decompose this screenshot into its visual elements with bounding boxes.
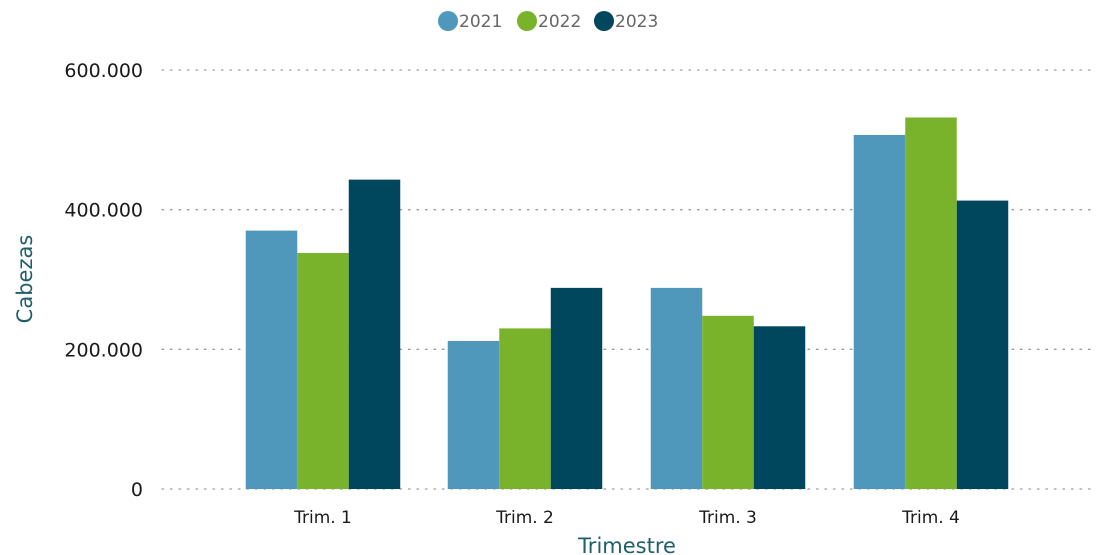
legend-marker-2022 <box>517 11 537 31</box>
x-tick-label: Trim. 1 <box>293 508 352 528</box>
y-axis-title: Cabezas <box>13 235 37 324</box>
x-tick-label: Trim. 3 <box>698 508 757 528</box>
bar-2021-4 <box>853 134 906 489</box>
bar-2023-1 <box>348 179 401 489</box>
legend-label: 2023 <box>615 12 658 32</box>
legend-label: 2022 <box>538 12 581 32</box>
y-axis-ticks: 0 200.000 400.000 600.000 <box>64 60 143 501</box>
bar-2021-1 <box>245 230 298 489</box>
bar-2022-1 <box>297 252 349 489</box>
bar-2022-3 <box>702 315 754 489</box>
bars <box>245 117 1009 490</box>
x-tick-label: Trim. 2 <box>495 508 554 528</box>
y-tick-label: 0 <box>131 479 143 501</box>
x-axis-title: Trimestre <box>577 534 676 555</box>
bar-2021-2 <box>447 340 500 489</box>
legend-marker-2023 <box>594 11 614 31</box>
bar-2022-2 <box>499 328 551 489</box>
bar-2023-4 <box>956 200 1009 490</box>
legend-marker-2021 <box>438 11 458 31</box>
y-tick-label: 200.000 <box>64 339 143 361</box>
bar-2023-3 <box>753 326 806 489</box>
y-tick-label: 400.000 <box>64 200 143 222</box>
legend: 2021 2022 2023 <box>438 11 658 32</box>
bar-2023-2 <box>550 287 603 489</box>
bar-2021-3 <box>650 287 703 489</box>
y-tick-label: 600.000 <box>64 60 143 82</box>
bar-2022-4 <box>905 117 957 489</box>
x-axis-ticks: Trim. 1 Trim. 2 Trim. 3 Trim. 4 <box>293 508 960 528</box>
legend-label: 2021 <box>459 12 502 32</box>
x-tick-label: Trim. 4 <box>901 508 960 528</box>
